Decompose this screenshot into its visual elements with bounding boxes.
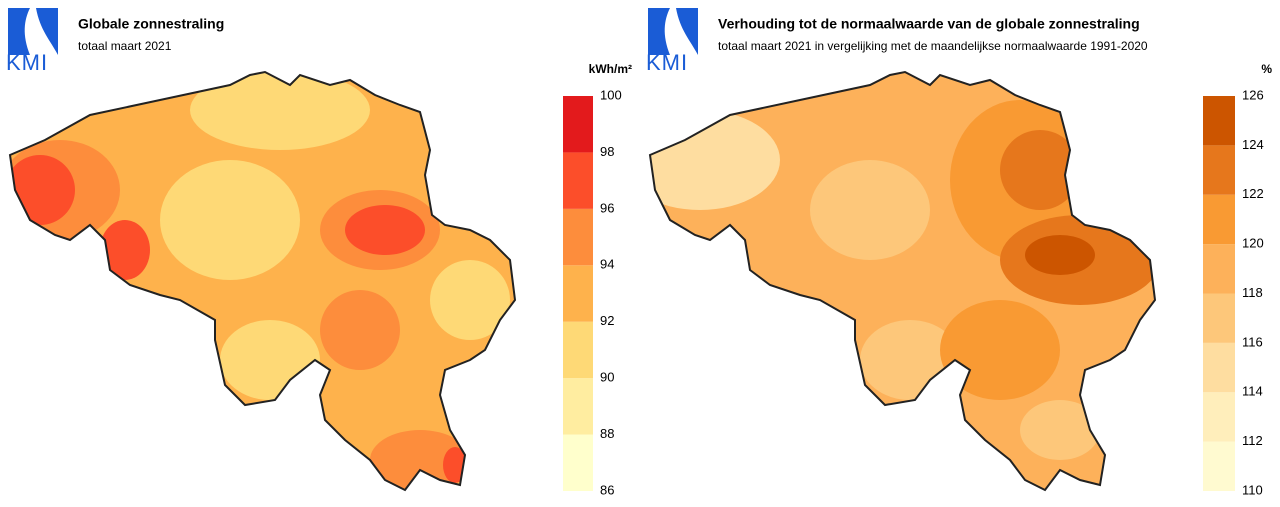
legend-swatch xyxy=(563,321,593,379)
unit: % xyxy=(1261,62,1272,76)
legend-tick-label: 126 xyxy=(1242,87,1264,102)
map xyxy=(10,72,515,490)
legend-swatch xyxy=(1203,244,1235,294)
legend-tick-label: 86 xyxy=(600,482,614,497)
legend-swatch xyxy=(563,434,593,491)
legend-tick-label: 100 xyxy=(600,87,622,102)
panel-left: KMI Globale zonnestraling totaal maart 2… xyxy=(6,8,632,491)
title: Globale zonnestraling xyxy=(78,16,224,32)
legend-tick-label: 88 xyxy=(600,426,614,441)
legend-tick-label: 96 xyxy=(600,200,614,215)
subtitle: totaal maart 2021 in vergelijking met de… xyxy=(718,39,1148,53)
unit: kWh/m² xyxy=(589,62,632,76)
legend-swatch xyxy=(1203,194,1235,245)
legend-swatch xyxy=(563,265,593,322)
legend-swatch xyxy=(1203,293,1235,343)
legend-swatch xyxy=(563,152,593,209)
logo-shape xyxy=(648,8,698,55)
legend-swatch xyxy=(1203,342,1235,393)
legend-tick-label: 94 xyxy=(600,257,614,272)
legend-tick-label: 114 xyxy=(1242,384,1263,399)
legend-tick-label: 90 xyxy=(600,370,614,385)
legend-swatch xyxy=(1203,392,1235,442)
legend-swatch xyxy=(563,96,593,153)
logo-shape xyxy=(8,8,58,55)
subtitle: totaal maart 2021 xyxy=(78,39,172,53)
legend-tick-label: 116 xyxy=(1242,334,1263,349)
legend-swatch xyxy=(563,378,593,435)
legend-swatch xyxy=(1203,441,1235,491)
legend-tick-label: 124 xyxy=(1242,137,1264,152)
legend-tick-label: 110 xyxy=(1242,482,1263,497)
legend-tick-label: 112 xyxy=(1242,433,1263,448)
legend-swatch xyxy=(563,208,593,266)
legend-tick-label: 98 xyxy=(600,144,614,159)
legend-tick-label: 92 xyxy=(600,313,614,328)
logo-text: KMI xyxy=(646,50,688,75)
legend-swatch xyxy=(1203,96,1235,146)
logo-text: KMI xyxy=(6,50,48,75)
legend-tick-label: 122 xyxy=(1242,186,1264,201)
legend-tick-label: 118 xyxy=(1242,285,1263,300)
legend-swatch xyxy=(1203,145,1235,195)
legend-tick-label: 120 xyxy=(1242,236,1264,251)
panel-right: KMI Verhouding tot de normaalwaarde van … xyxy=(646,8,1272,491)
title: Verhouding tot de normaalwaarde van de g… xyxy=(718,16,1140,32)
